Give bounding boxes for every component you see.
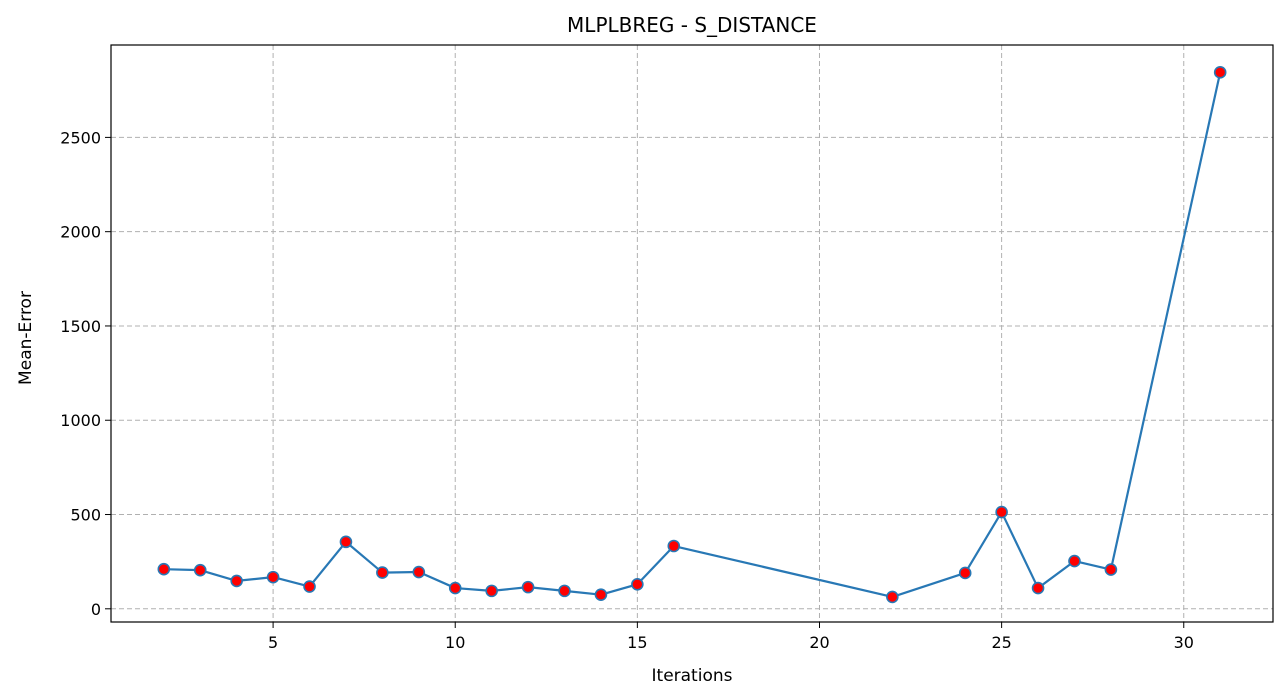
x-axis-label: Iterations — [652, 666, 733, 686]
data-point — [1031, 581, 1045, 595]
grid-lines — [111, 45, 1273, 622]
y-tick-label: 2500 — [60, 128, 101, 147]
data-point — [485, 584, 498, 598]
data-point — [157, 562, 171, 576]
data-point — [266, 570, 280, 584]
data-point — [958, 566, 972, 580]
chart-title: MLPLBREG - S_DISTANCE — [567, 13, 817, 37]
plot-frame — [110, 44, 1274, 623]
data-point — [521, 580, 535, 594]
data-point — [558, 584, 571, 598]
data-point — [1213, 66, 1227, 79]
x-tick-label: 10 — [445, 633, 465, 652]
data-point — [448, 581, 462, 595]
data-point — [886, 590, 899, 604]
y-tick-label: 500 — [70, 506, 101, 525]
y-axis-ticks: 0 500 1000 1500 2000 2500 — [60, 128, 111, 619]
data-point — [1104, 563, 1118, 576]
data-point — [412, 565, 426, 579]
x-axis-ticks: 5 10 15 20 25 30 — [268, 622, 1194, 652]
x-tick-label: 25 — [991, 633, 1011, 652]
data-point — [303, 580, 316, 593]
x-tick-label: 5 — [268, 633, 278, 652]
data-point — [1068, 554, 1081, 568]
data-point — [631, 577, 644, 591]
data-point — [376, 566, 389, 579]
data-point — [995, 505, 1008, 519]
x-tick-label: 15 — [627, 633, 647, 652]
data-point — [193, 563, 207, 577]
data-point — [594, 588, 608, 601]
y-axis-label: Mean-Error — [16, 291, 36, 385]
y-tick-label: 0 — [91, 600, 101, 619]
data-point — [339, 535, 353, 549]
data-series — [157, 66, 1227, 604]
y-tick-label: 1500 — [60, 317, 101, 336]
data-point — [230, 574, 243, 588]
x-tick-label: 20 — [809, 633, 829, 652]
y-tick-label: 2000 — [60, 223, 101, 242]
series-line — [163, 72, 1222, 599]
data-point — [667, 539, 681, 553]
y-tick-label: 1000 — [60, 411, 101, 430]
x-tick-label: 30 — [1174, 633, 1194, 652]
